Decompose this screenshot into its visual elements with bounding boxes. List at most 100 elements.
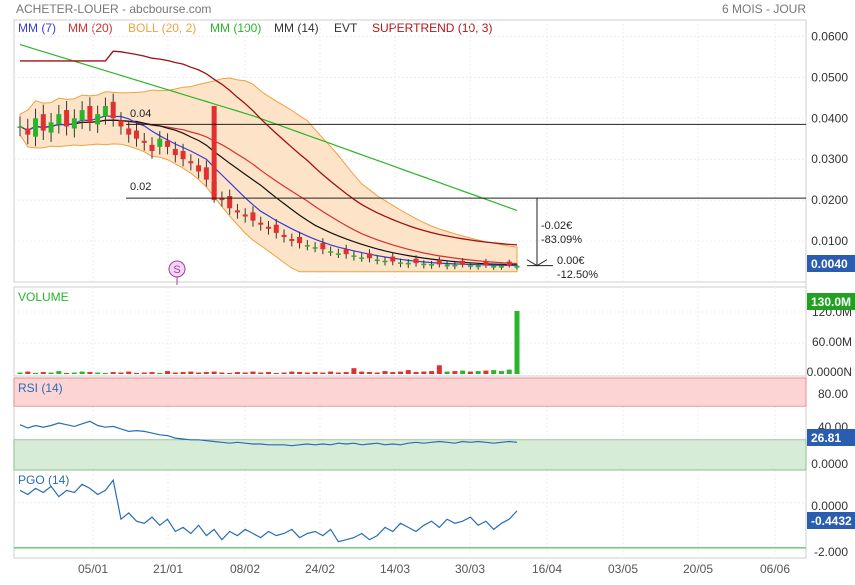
- candle-down: [258, 222, 264, 225]
- legend-item: MM (20): [68, 21, 113, 35]
- volume-bar: [312, 372, 318, 374]
- volume-bar: [79, 371, 85, 374]
- candle-up: [33, 118, 39, 137]
- volume-bar: [335, 372, 341, 374]
- volume-bar: [273, 373, 279, 374]
- change-pct2-label: -12.50%: [557, 269, 598, 281]
- pgo-title: PGO (14): [18, 473, 69, 487]
- candle-up: [102, 105, 108, 117]
- volume-bar: [211, 371, 217, 374]
- volume-bar: [366, 372, 372, 374]
- candle-down: [188, 161, 194, 164]
- candle-down: [234, 210, 240, 213]
- volume-bar: [359, 371, 365, 374]
- legend-item: MM (7): [18, 21, 56, 35]
- candle-up: [444, 264, 450, 267]
- volume-bar: [289, 371, 295, 374]
- volume-bar: [452, 371, 458, 374]
- rsi-value-badge-bg: [807, 429, 855, 446]
- volume-bar: [17, 372, 23, 374]
- price-value-badge-bg: [807, 255, 855, 272]
- volume-bar: [258, 372, 264, 374]
- x-tick-label: 16/04: [532, 562, 562, 576]
- volume-y-tick: 60.00M: [812, 335, 852, 349]
- price-levels: 0.04 0.02 -0.02€ -83.09% 0.00€ -12.50%: [126, 108, 806, 281]
- volume-bar: [234, 372, 240, 374]
- candle-up: [79, 110, 85, 121]
- candle-up: [467, 265, 473, 267]
- volume-bar: [429, 371, 435, 374]
- price-y-tick: 0.0500: [811, 70, 848, 84]
- volume-bar: [460, 370, 466, 374]
- event-marker-label: S: [173, 264, 180, 276]
- candle-down: [436, 259, 442, 265]
- volume-bar: [33, 373, 39, 374]
- candle-down: [40, 114, 46, 131]
- volume-y-tick: 0.0000N: [807, 365, 852, 379]
- rsi-oversold-zone: [13, 439, 807, 471]
- period-label[interactable]: 6 MOIS - JOUR: [722, 2, 806, 16]
- candle-up: [429, 263, 435, 266]
- panel-frame-pgo: [13, 469, 807, 559]
- volume-bar: [48, 372, 54, 374]
- volume-bar: [56, 371, 62, 374]
- candle-down: [165, 140, 171, 147]
- y-axes: 0.06000.05000.04000.03000.02000.0100120.…: [807, 29, 852, 559]
- candle-up: [17, 126, 23, 128]
- candle-up: [514, 265, 520, 268]
- panel-frame-vol: [13, 286, 807, 377]
- volume-bar: [483, 370, 489, 374]
- candle-down: [250, 212, 256, 221]
- volume-bar: [188, 371, 194, 374]
- candle-down: [273, 224, 279, 233]
- volume-bar: [281, 372, 287, 374]
- volume-bar: [382, 371, 388, 374]
- volume-bar: [491, 370, 497, 374]
- volume-bar: [390, 372, 396, 374]
- candle-down: [87, 105, 93, 123]
- rsi-y-tick: 0.0000: [811, 457, 848, 471]
- volume-bar: [64, 373, 70, 374]
- candle-down: [118, 120, 124, 127]
- volume-bar: [219, 372, 225, 374]
- candle-down: [227, 196, 233, 209]
- x-tick-label: 20/05: [683, 562, 713, 576]
- volume-bar: [498, 371, 504, 374]
- candle-down: [413, 258, 419, 264]
- pgo-line: [19, 478, 518, 543]
- volume-bar: [165, 371, 171, 374]
- volume-bar: [133, 373, 139, 374]
- candle-down: [110, 101, 116, 119]
- volume-bar: [172, 372, 178, 374]
- rsi-value-badge: 26.81: [811, 431, 841, 445]
- candle-up: [374, 259, 380, 261]
- rsi-line: [19, 420, 518, 447]
- volume-bar: [25, 371, 31, 374]
- supertrend-line: [20, 50, 518, 246]
- volume-bar: [71, 372, 77, 374]
- pgo-y-tick: -2.000: [814, 545, 848, 559]
- volume-bar: [320, 372, 326, 374]
- volume-bar: [149, 372, 155, 374]
- legend-item: EVT: [334, 21, 358, 35]
- candle-up: [359, 257, 365, 259]
- volume-bar: [467, 371, 473, 374]
- event-marker[interactable]: S: [168, 260, 186, 285]
- price-y-tick: 0.0300: [811, 152, 848, 166]
- candle-up: [71, 118, 77, 129]
- pgo-value-badge-bg: [807, 512, 855, 529]
- price-y-tick: 0.0100: [811, 234, 848, 248]
- volume-bar: [374, 372, 380, 374]
- legend-item: SUPERTREND (10, 3): [372, 21, 492, 35]
- candle-up: [48, 122, 54, 133]
- volume-bar: [95, 372, 101, 374]
- pgo-series: [19, 478, 518, 543]
- volume-bar: [475, 371, 481, 374]
- change-pct-label: -83.09%: [541, 234, 582, 246]
- candle-up: [304, 245, 310, 247]
- rsi-title: RSI (14): [18, 381, 63, 395]
- volume-bar: [444, 371, 450, 374]
- candle-down: [343, 249, 349, 255]
- panel-frames: [13, 19, 807, 559]
- change-abs-label: -0.02€: [541, 220, 572, 232]
